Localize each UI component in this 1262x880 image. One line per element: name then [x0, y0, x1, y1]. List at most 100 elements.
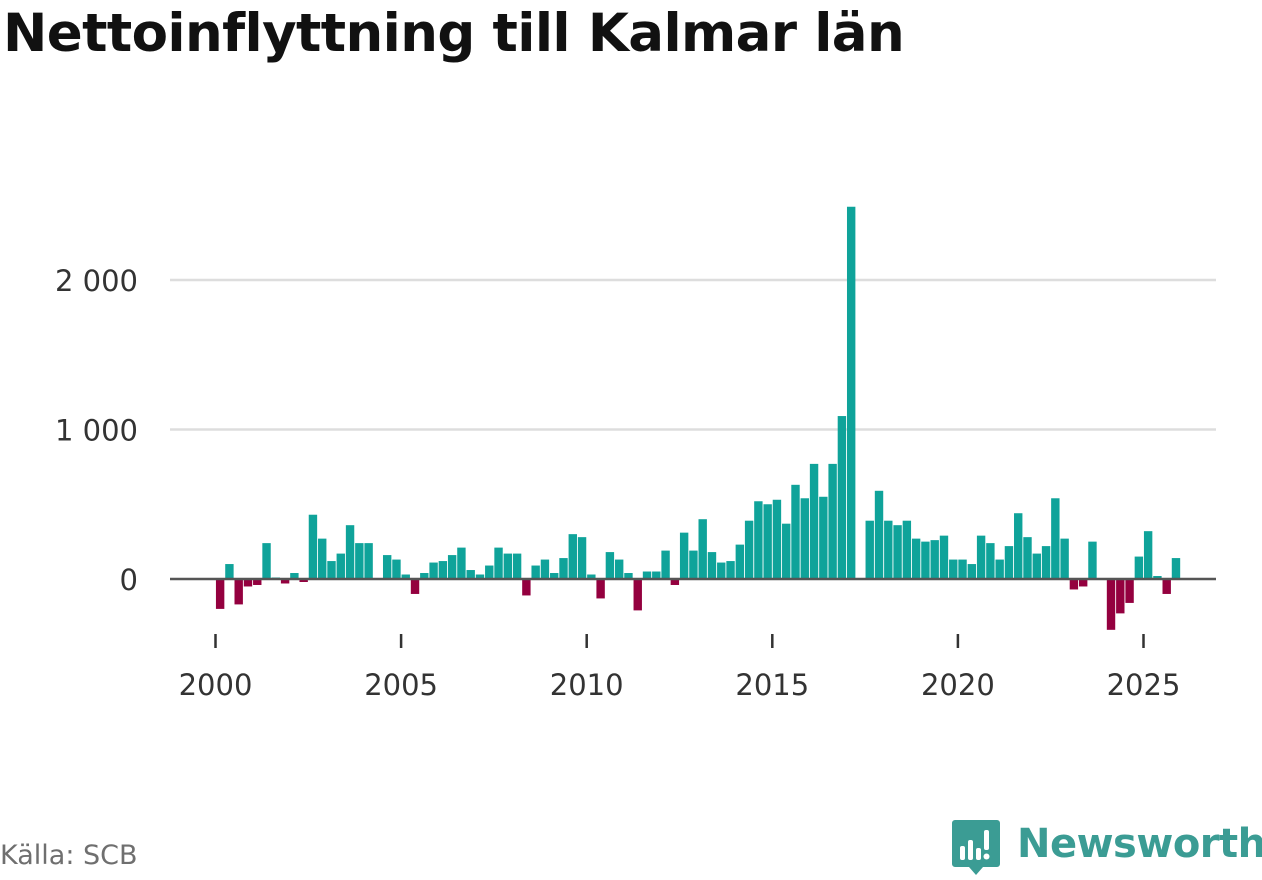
bar: [828, 463, 837, 579]
x-tick-label: 2020: [921, 668, 995, 702]
bar: [642, 571, 652, 579]
y-tick-label: 1 000: [55, 414, 138, 448]
bar: [1153, 576, 1162, 579]
bar: [494, 547, 503, 579]
bar: [457, 547, 466, 579]
axes: 0 1 000 2 000 2000 2005 2010 2015 2020 2025: [55, 264, 1216, 702]
bar: [967, 564, 977, 579]
bar: [1116, 579, 1125, 614]
bar: [1041, 546, 1051, 579]
bar: [911, 538, 921, 579]
bar: [382, 555, 392, 579]
bar: [280, 579, 290, 584]
bar: [299, 579, 308, 582]
bar: [429, 562, 438, 579]
bar: [392, 559, 401, 579]
bar: [624, 573, 633, 579]
bar: [735, 544, 745, 579]
bar: [949, 559, 958, 579]
x-tick-label: 2025: [1107, 668, 1181, 702]
bar: [763, 504, 772, 579]
bar: [327, 561, 336, 579]
bar: [689, 550, 698, 579]
bar: [874, 490, 884, 579]
bar: [661, 550, 670, 579]
bar: [355, 543, 364, 579]
bar: [531, 565, 540, 579]
bar: [215, 579, 225, 609]
bar: [819, 496, 828, 579]
bar: [401, 574, 410, 579]
bar: [652, 571, 661, 579]
bar: [577, 537, 587, 579]
bar-chart-speech-bubble-icon: [952, 820, 1000, 875]
bar: [522, 579, 531, 596]
bar: [884, 520, 893, 579]
bar: [1023, 537, 1032, 579]
bar: [1106, 579, 1116, 630]
bar: [1060, 538, 1069, 579]
bars: [215, 206, 1181, 630]
bar: [308, 514, 318, 579]
bar: [1171, 558, 1181, 579]
bar: [243, 579, 253, 587]
bar: [234, 579, 243, 605]
bar: [717, 562, 726, 579]
bar: [1134, 556, 1144, 580]
bar: [1032, 553, 1041, 579]
bar: [420, 573, 429, 579]
bar: [1143, 531, 1153, 579]
bar: [540, 559, 550, 579]
bar: [1078, 579, 1088, 587]
bar: [550, 573, 559, 579]
bar: [976, 535, 986, 579]
brand-logo[interactable]: Newsworthy: [951, 818, 1262, 880]
bar: [503, 553, 513, 579]
grid-lines: [170, 278, 1216, 431]
bar: [809, 463, 819, 579]
bar: [958, 559, 967, 579]
bar: [1051, 498, 1060, 579]
bar: [726, 561, 735, 579]
bar: [290, 573, 299, 579]
bar: [800, 498, 809, 579]
bar: [345, 525, 355, 579]
bar: [679, 532, 689, 579]
bar: [262, 543, 271, 579]
bar: [559, 558, 568, 579]
bar: [485, 565, 494, 579]
y-tick-label: 0: [120, 563, 138, 597]
bar: [772, 499, 782, 579]
bar: [1069, 579, 1079, 590]
bar: [939, 535, 949, 579]
bar: [512, 553, 522, 579]
brand-name: Newsworthy: [1017, 821, 1262, 867]
bar: [1004, 546, 1014, 579]
bar: [893, 525, 902, 579]
bar: [791, 484, 800, 579]
bar: [605, 552, 615, 579]
bar: [225, 564, 234, 579]
bar: [865, 520, 874, 579]
bar: [846, 206, 856, 579]
bar: [596, 579, 605, 599]
chart-title: Nettoinflyttning till Kalmar län: [3, 3, 905, 64]
bar: [707, 552, 717, 579]
bar: [466, 570, 475, 579]
bar: [744, 520, 754, 579]
bar: [1014, 513, 1023, 579]
bar: [475, 574, 485, 579]
bar: [902, 520, 912, 579]
bar: [1162, 579, 1171, 594]
x-tick-label: 2005: [364, 668, 438, 702]
bar: [614, 559, 624, 579]
source-note: Källa: SCB: [0, 840, 138, 871]
bar: [995, 559, 1004, 579]
bar: [438, 561, 448, 579]
bar: [754, 501, 763, 579]
bar: [568, 534, 577, 579]
bar: [670, 579, 680, 585]
bar: [253, 579, 262, 585]
bar: [930, 540, 939, 579]
